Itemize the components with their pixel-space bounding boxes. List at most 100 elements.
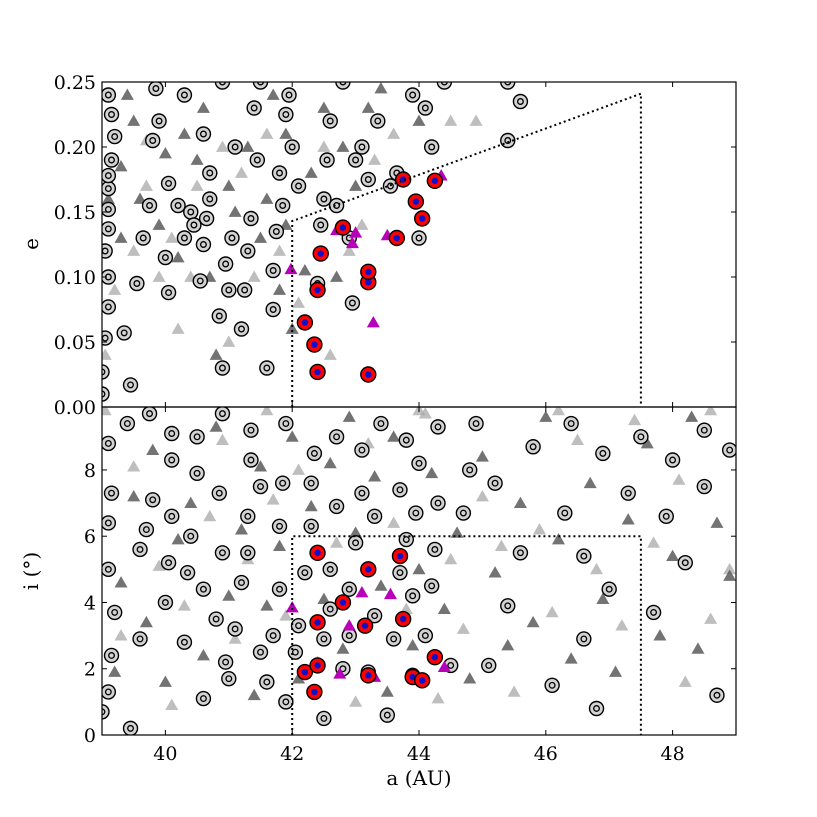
- object-marker-core: [326, 605, 334, 613]
- object-marker-core: [149, 137, 157, 144]
- object-marker-core: [165, 289, 173, 297]
- dark-triangle-marker: [139, 615, 153, 628]
- inclination-y-tick-label: 4: [84, 592, 96, 614]
- highlighted-object-core: [339, 224, 347, 231]
- object-marker-core: [681, 559, 689, 567]
- object-marker: [135, 230, 151, 246]
- object-marker: [398, 432, 415, 448]
- object-marker-core: [104, 205, 112, 213]
- object-marker: [221, 670, 237, 687]
- dark-triangle-marker: [330, 270, 344, 282]
- object-marker-core: [374, 117, 382, 125]
- object-marker: [103, 106, 120, 123]
- dark-triangle-marker: [361, 101, 375, 113]
- object-marker-core: [272, 228, 280, 235]
- object-marker-core: [269, 267, 277, 274]
- object-marker-core: [180, 638, 188, 646]
- object-marker: [116, 325, 132, 341]
- object-marker-core: [199, 241, 207, 248]
- highlighted-object-core: [418, 215, 426, 222]
- light-triangle-marker: [444, 114, 458, 126]
- highlighted-object-core: [301, 668, 309, 676]
- light-triangle-marker: [355, 218, 369, 230]
- object-marker-core: [108, 652, 115, 659]
- object-marker: [119, 415, 136, 432]
- light-triangle-marker: [152, 270, 166, 282]
- dark-triangle-marker: [317, 592, 331, 605]
- object-marker: [132, 631, 148, 647]
- object-marker-core: [219, 364, 226, 372]
- object-marker-core: [257, 82, 264, 86]
- object-marker-core: [120, 329, 128, 337]
- object-marker-core: [104, 91, 112, 99]
- object-marker: [243, 210, 259, 227]
- object-marker-core: [111, 608, 119, 616]
- object-marker: [103, 485, 120, 501]
- object-marker: [259, 360, 275, 376]
- dark-triangle-marker: [539, 410, 553, 422]
- object-marker-core: [206, 195, 214, 203]
- dark-triangle-marker: [114, 576, 128, 588]
- object-marker-core: [637, 433, 645, 441]
- object-marker-core: [263, 364, 271, 372]
- light-triangle-marker: [507, 685, 521, 697]
- object-marker-core: [219, 82, 226, 86]
- object-marker: [417, 100, 434, 116]
- object-marker-core: [104, 565, 112, 573]
- object-marker-core: [180, 91, 188, 99]
- object-marker: [265, 627, 281, 644]
- object-marker: [240, 545, 256, 561]
- dark-triangle-marker: [209, 348, 223, 360]
- object-marker: [287, 644, 304, 660]
- object-marker: [392, 482, 408, 498]
- object-marker-core: [301, 569, 309, 577]
- object-marker: [176, 87, 193, 103]
- object-marker-core: [244, 512, 252, 520]
- object-marker-core: [415, 234, 423, 242]
- x-tick-label: 40: [153, 743, 177, 765]
- light-triangle-marker: [545, 605, 559, 618]
- object-marker-core: [199, 695, 207, 703]
- object-marker-core: [402, 436, 410, 444]
- highlighted-object-core: [365, 566, 372, 573]
- x-axis-label: a (AU): [386, 766, 451, 790]
- object-marker: [455, 505, 472, 521]
- object-marker: [481, 657, 497, 674]
- light-triangle-marker: [273, 244, 287, 256]
- object-marker-core: [409, 592, 417, 600]
- light-triangle-marker: [647, 536, 661, 548]
- object-marker-core: [225, 286, 233, 294]
- object-marker: [157, 594, 174, 611]
- object-marker-core: [345, 632, 353, 640]
- object-marker: [102, 386, 110, 402]
- light-triangle-marker: [228, 632, 242, 644]
- light-triangle-marker: [317, 140, 331, 152]
- light-triangle-marker: [723, 562, 736, 575]
- object-marker-core: [104, 303, 112, 311]
- object-marker: [102, 684, 117, 700]
- highlighted-object-core: [399, 615, 407, 623]
- object-marker-core: [516, 98, 524, 105]
- object-marker: [106, 128, 123, 145]
- dark-triangle-marker: [412, 114, 426, 126]
- object-marker: [102, 330, 113, 346]
- dark-triangle-marker: [685, 410, 699, 422]
- highlighted-object-core: [418, 677, 426, 684]
- object-marker: [297, 564, 313, 581]
- highlighted-object-core: [365, 371, 372, 378]
- object-marker: [271, 581, 288, 597]
- dark-triangle-marker: [710, 516, 724, 528]
- object-marker-core: [669, 456, 677, 464]
- eccentricity-region-boundary: [291, 92, 642, 407]
- dark-triangle-marker: [209, 420, 223, 432]
- object-marker: [157, 249, 174, 266]
- light-triangle-marker: [108, 283, 122, 295]
- eccentricity-y-tick-label: 0.20: [54, 137, 96, 159]
- object-marker: [576, 548, 592, 564]
- highlighted-object-core: [314, 662, 321, 669]
- object-marker-core: [102, 390, 106, 398]
- object-marker: [563, 415, 579, 432]
- object-marker-core: [599, 449, 607, 457]
- object-marker-core: [291, 648, 299, 656]
- object-marker-core: [434, 423, 442, 431]
